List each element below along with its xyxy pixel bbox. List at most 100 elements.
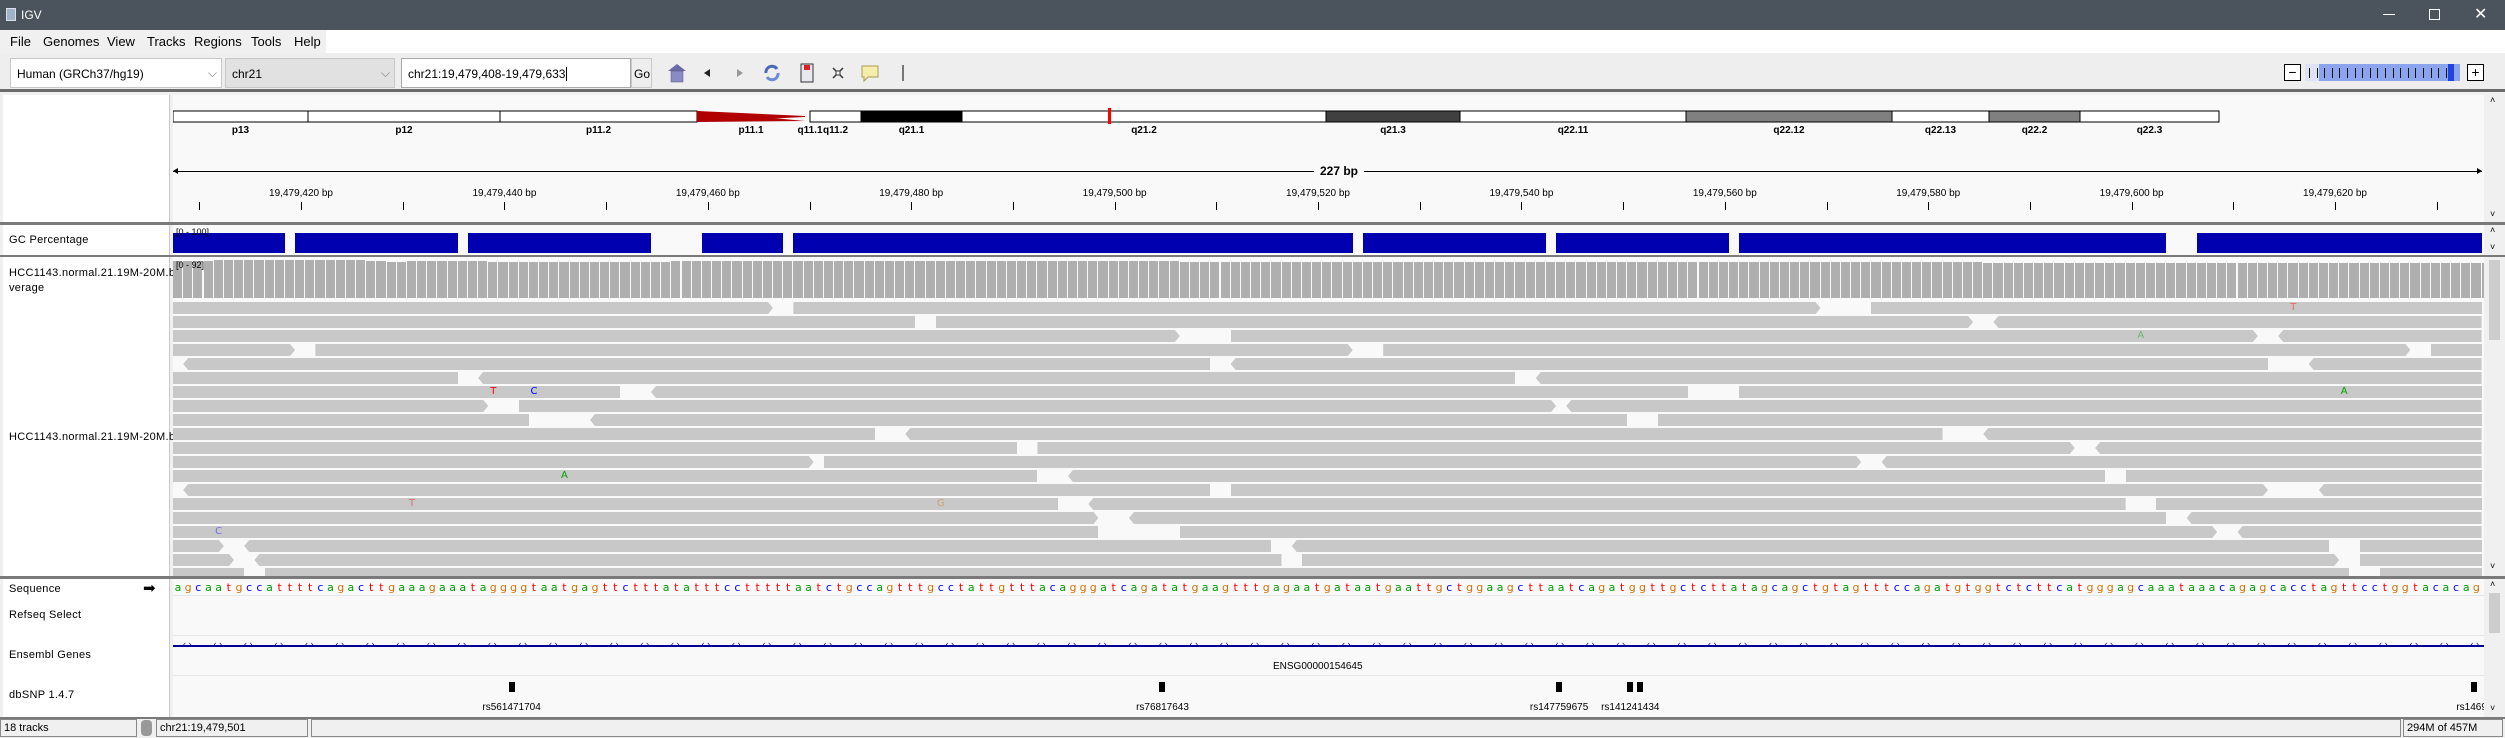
coverage-bar[interactable] xyxy=(793,260,803,298)
coverage-bar[interactable] xyxy=(284,260,295,298)
resize-icon[interactable] xyxy=(828,63,848,83)
coverage-bar[interactable] xyxy=(1596,262,1606,298)
coverage-bar[interactable] xyxy=(518,261,528,298)
aligned-read[interactable] xyxy=(1881,456,2482,468)
minimize-button[interactable] xyxy=(2383,14,2395,15)
gc-bar[interactable] xyxy=(701,233,784,253)
coverage-bar[interactable] xyxy=(488,261,498,298)
coverage-bar[interactable] xyxy=(2054,262,2064,298)
coverage-bar[interactable] xyxy=(834,260,844,298)
zoom-tick[interactable] xyxy=(2316,68,2318,78)
coverage-bar[interactable] xyxy=(1657,262,1667,298)
alignment-track-label[interactable]: HCC1143.normal.21.19M-20M.b... xyxy=(9,431,186,443)
coverage-bar[interactable] xyxy=(1749,262,1759,298)
chromosome-ideogram[interactable]: p13 p12 p11.2 p11.1 q11.1 q11.2 q21.1 q21.2 q21.… xyxy=(173,95,2484,135)
aligned-read[interactable] xyxy=(2125,470,2482,482)
coverage-bar[interactable] xyxy=(325,260,335,298)
aligned-read[interactable] xyxy=(2186,512,2482,524)
coverage-bar[interactable] xyxy=(213,260,223,298)
coverage-bar[interactable] xyxy=(1474,262,1484,298)
coverage-bar[interactable] xyxy=(2135,263,2145,298)
aligned-read[interactable] xyxy=(1037,442,2074,454)
zoom-tick[interactable] xyxy=(2377,68,2379,78)
header-panel[interactable]: p13 p12 p11.2 p11.1 q11.1 q11.2 q21.1 q21.2 q21.… xyxy=(173,95,2484,222)
scroll-up-icon[interactable]: ˄ xyxy=(2490,225,2496,235)
aligned-read[interactable] xyxy=(2237,526,2482,538)
sequence-track-label[interactable]: Sequence xyxy=(9,583,61,595)
popup-info-icon[interactable] xyxy=(860,63,880,83)
coverage-bar[interactable] xyxy=(681,261,691,298)
coverage-bar[interactable] xyxy=(2400,263,2410,298)
snp-marker[interactable] xyxy=(508,682,515,692)
coverage-bar[interactable] xyxy=(1606,262,1617,298)
gene-line[interactable] xyxy=(173,645,2484,647)
coverage-bar[interactable] xyxy=(1006,260,1017,298)
forward-strand-arrow-icon[interactable]: ➡ xyxy=(143,580,156,597)
coverage-bar[interactable] xyxy=(1067,260,1078,298)
coverage-bar[interactable] xyxy=(803,260,813,298)
coverage-bar[interactable] xyxy=(966,260,976,298)
zoom-tick[interactable] xyxy=(2347,68,2348,78)
scroll-down-icon[interactable]: ˅ xyxy=(2490,703,2496,713)
coverage-bar[interactable] xyxy=(2237,263,2247,298)
cytoband-p13[interactable] xyxy=(173,110,309,123)
coverage-bar[interactable] xyxy=(935,260,945,298)
aligned-read[interactable] xyxy=(1067,470,2106,482)
coverage-bar[interactable] xyxy=(1393,262,1403,298)
gc-bar[interactable] xyxy=(173,233,285,253)
zoom-tick[interactable] xyxy=(2445,68,2447,78)
aligned-read[interactable] xyxy=(2379,568,2482,576)
forward-icon[interactable] xyxy=(730,63,750,83)
zoom-tick[interactable] xyxy=(2438,68,2440,78)
go-button[interactable]: Go xyxy=(631,58,652,88)
coverage-bar[interactable] xyxy=(1962,262,1973,298)
coverage-bar[interactable] xyxy=(2471,263,2481,298)
zoom-tick[interactable] xyxy=(2324,68,2326,78)
coverage-bar[interactable] xyxy=(1678,262,1688,298)
coverage-bar[interactable] xyxy=(1505,262,1515,298)
coverage-bar[interactable] xyxy=(2074,262,2084,298)
aligned-read[interactable] xyxy=(173,344,295,356)
coverage-bar[interactable] xyxy=(1800,262,1810,298)
coverage-bar[interactable] xyxy=(752,261,762,298)
aligned-read[interactable] xyxy=(1566,400,2482,412)
coverage-bar[interactable] xyxy=(1871,262,1881,298)
coverage-bar[interactable] xyxy=(864,260,874,298)
gc-bar[interactable] xyxy=(1556,233,1729,253)
coverage-bar[interactable] xyxy=(1464,262,1474,298)
coverage-bar[interactable] xyxy=(356,260,366,298)
coverage-bar[interactable] xyxy=(2339,263,2349,298)
alignment-scrollbar[interactable]: ˅ xyxy=(2487,257,2502,576)
coverage-bar[interactable] xyxy=(1017,260,1027,298)
coverage-bar[interactable] xyxy=(1210,261,1220,298)
coverage-bar[interactable] xyxy=(498,261,508,298)
coverage-bar[interactable] xyxy=(1322,262,1332,298)
coverage-bar[interactable] xyxy=(1484,262,1495,298)
coverage-bar[interactable] xyxy=(396,261,406,298)
genome-dropdown[interactable]: Human (GRCh37/hg19) ⌵ xyxy=(10,58,222,88)
coverage-bar[interactable] xyxy=(1840,262,1851,298)
aligned-read[interactable] xyxy=(936,316,1973,328)
aligned-read[interactable] xyxy=(2359,540,2482,552)
menu-tools[interactable]: Tools xyxy=(251,34,282,49)
zoom-tick[interactable] xyxy=(2423,68,2424,78)
snp-marker[interactable] xyxy=(2471,682,2478,692)
aligned-read[interactable] xyxy=(2318,484,2482,496)
coverage-bar[interactable] xyxy=(1047,260,1057,298)
coverage-bar[interactable] xyxy=(762,260,773,298)
coverage-bar[interactable] xyxy=(1434,262,1444,298)
cytoband-q22-13[interactable] xyxy=(1891,110,1990,123)
aligned-read[interactable] xyxy=(173,400,488,412)
coverage-bar[interactable] xyxy=(1403,262,1413,298)
coverage-bar[interactable] xyxy=(1769,262,1779,298)
aligned-read[interactable] xyxy=(2308,358,2482,370)
aligned-read[interactable] xyxy=(2156,498,2482,510)
gc-track-label[interactable]: GC Percentage xyxy=(9,234,89,246)
aligned-read[interactable] xyxy=(183,358,1211,370)
coverage-bar[interactable] xyxy=(1790,262,1800,298)
coverage-bar[interactable] xyxy=(2268,263,2278,298)
coverage-bar[interactable] xyxy=(2176,263,2186,298)
gc-bar[interactable] xyxy=(295,233,458,253)
coverage-bar[interactable] xyxy=(1525,262,1535,298)
coverage-bar[interactable] xyxy=(1230,261,1240,298)
